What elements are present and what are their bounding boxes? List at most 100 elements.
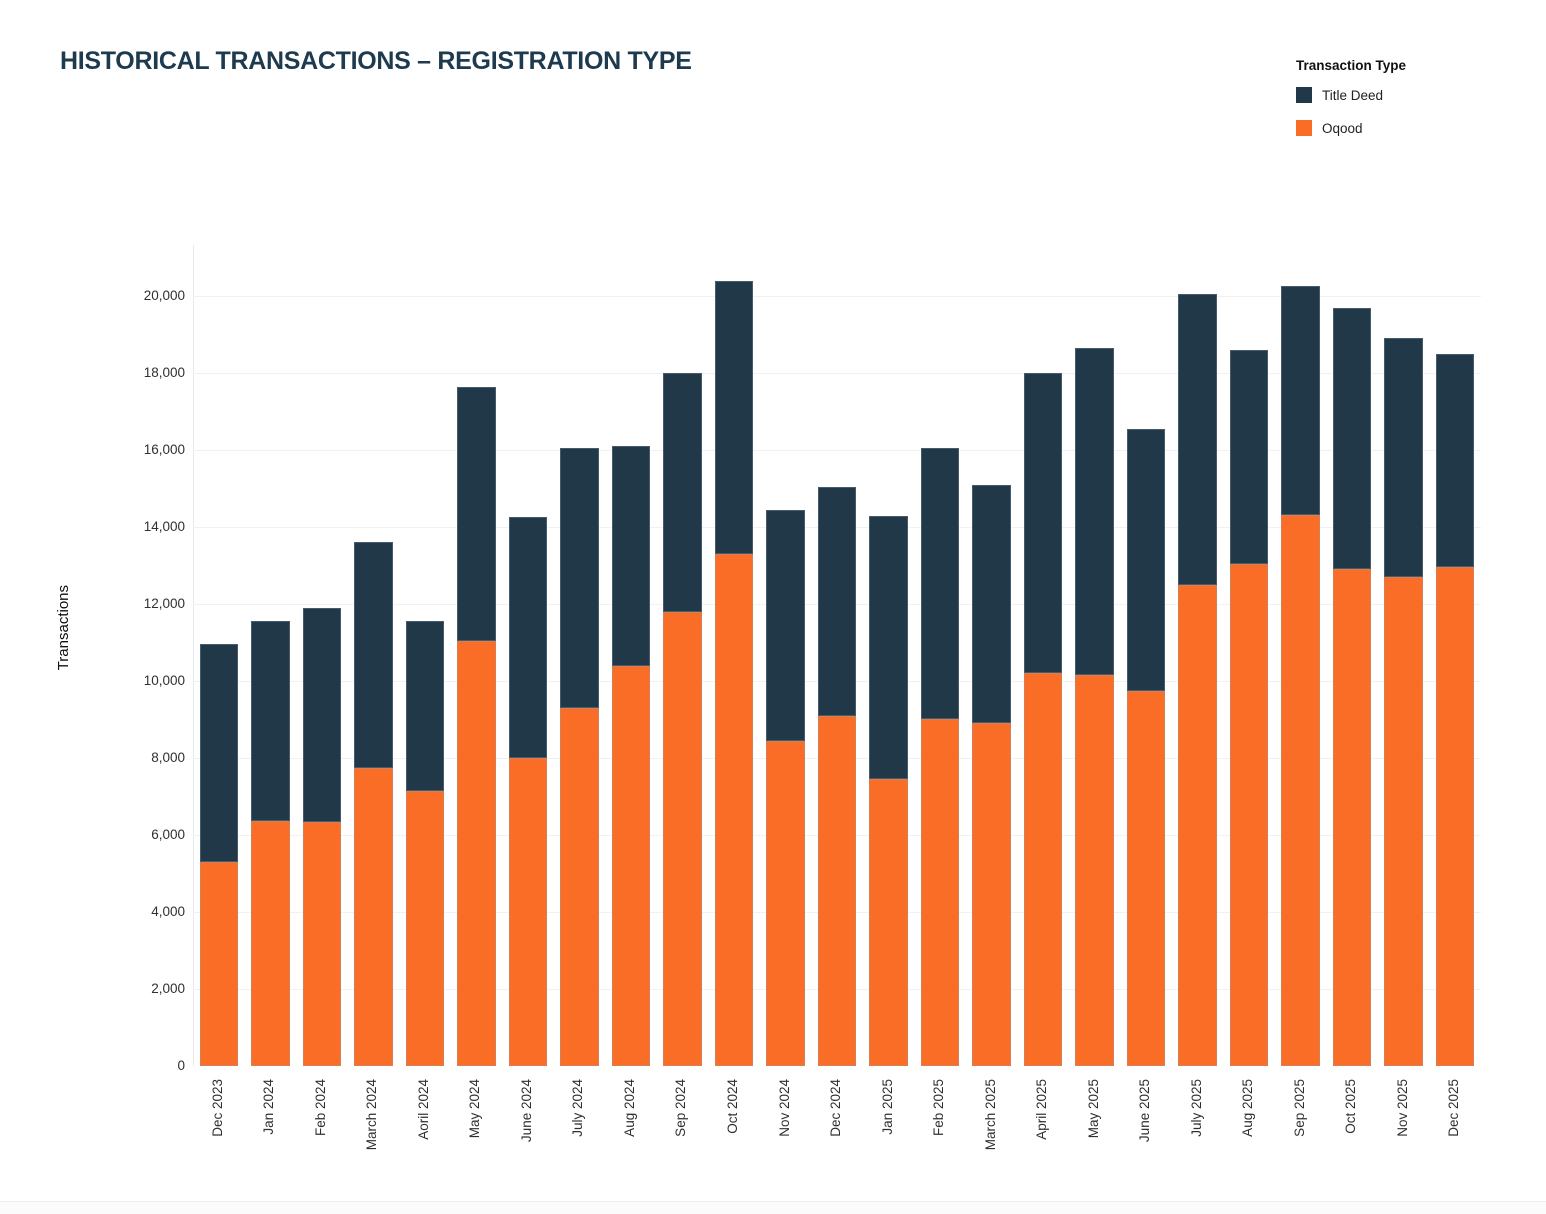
bar-march-2025[interactable] [972, 484, 1011, 1066]
legend-item-oqood[interactable]: Oqood [1296, 120, 1526, 136]
bar-segment-oqood[interactable] [1435, 567, 1475, 1067]
bar-segment-title-deed[interactable] [1126, 428, 1166, 691]
bar-segment-title-deed[interactable] [817, 486, 857, 716]
bar-aug-2024[interactable] [611, 446, 651, 1066]
bar-segment-oqood[interactable] [1332, 569, 1372, 1066]
bar-segment-oqood[interactable] [611, 665, 651, 1066]
x-tick-label: July 2024 [570, 1079, 586, 1137]
x-tick-label: Sep 2025 [1291, 1079, 1307, 1137]
bar-segment-oqood[interactable] [920, 719, 960, 1066]
bar-segment-oqood[interactable] [869, 779, 908, 1066]
bar-segment-title-deed[interactable] [920, 448, 960, 720]
bar-segment-oqood[interactable] [302, 821, 342, 1067]
bar-feb-2024[interactable] [302, 607, 342, 1067]
x-tick-label: Nov 2024 [776, 1079, 792, 1137]
bar-segment-title-deed[interactable] [869, 515, 908, 780]
bar-sep-2024[interactable] [663, 373, 702, 1066]
legend-item-label: Oqood [1322, 120, 1363, 136]
bar-segment-oqood[interactable] [354, 767, 393, 1066]
y-tick-label: 10,000 [143, 673, 185, 688]
bar-jan-2024[interactable] [251, 621, 290, 1066]
bar-april-2025[interactable] [1023, 373, 1063, 1066]
bar-segment-oqood[interactable] [251, 821, 290, 1066]
x-tick-label: April 2025 [1034, 1079, 1050, 1140]
bar-segment-title-deed[interactable] [302, 607, 342, 822]
x-tick-label: Oct 2025 [1343, 1079, 1359, 1134]
x-tick-label: July 2025 [1188, 1079, 1204, 1137]
bar-june-2024[interactable] [508, 517, 548, 1066]
bar-segment-oqood[interactable] [817, 715, 857, 1067]
x-tick-label: Sep 2024 [673, 1079, 689, 1137]
bar-segment-oqood[interactable] [714, 553, 754, 1066]
bar-segment-title-deed[interactable] [457, 386, 496, 641]
chart-title: HISTORICAL TRANSACTIONS – REGISTRATION T… [60, 47, 692, 75]
x-tick-label: Dec 2023 [209, 1079, 225, 1137]
x-tick-label: Jan 2024 [261, 1079, 277, 1135]
x-tick-label: Nov 2025 [1394, 1079, 1410, 1137]
bar-segment-oqood[interactable] [1281, 515, 1320, 1066]
bar-segment-oqood[interactable] [405, 790, 445, 1066]
bar-segment-title-deed[interactable] [663, 373, 702, 612]
bar-segment-title-deed[interactable] [1384, 338, 1423, 578]
bar-segment-oqood[interactable] [1384, 577, 1423, 1066]
bar-aug-2025[interactable] [1229, 349, 1269, 1066]
bar-oct-2024[interactable] [714, 280, 754, 1066]
bar-segment-title-deed[interactable] [354, 542, 393, 768]
bar-segment-oqood[interactable] [1023, 673, 1063, 1066]
bar-segment-oqood[interactable] [766, 740, 805, 1066]
y-tick-label: 16,000 [143, 442, 185, 457]
bar-segment-title-deed[interactable] [972, 484, 1011, 724]
legend: Transaction Type Title Deed Oqood [1296, 58, 1526, 153]
bar-segment-title-deed[interactable] [1178, 294, 1217, 585]
bar-segment-title-deed[interactable] [611, 446, 651, 666]
y-tick-label: 18,000 [143, 365, 185, 380]
bar-segment-oqood[interactable] [508, 757, 548, 1066]
bar-feb-2025[interactable] [920, 448, 960, 1066]
bar-segment-title-deed[interactable] [199, 644, 239, 862]
bar-dec-2024[interactable] [817, 486, 857, 1067]
bar-segment-oqood[interactable] [199, 861, 239, 1066]
bar-july-2025[interactable] [1178, 294, 1217, 1067]
bar-segment-title-deed[interactable] [714, 280, 754, 554]
bar-segment-oqood[interactable] [457, 640, 496, 1066]
page-bottom-divider [0, 1201, 1546, 1202]
bar-segment-title-deed[interactable] [1435, 353, 1475, 568]
bar-segment-title-deed[interactable] [405, 621, 445, 791]
bar-segment-title-deed[interactable] [1075, 348, 1114, 676]
bar-segment-title-deed[interactable] [251, 621, 290, 822]
bar-segment-title-deed[interactable] [560, 448, 599, 708]
x-tick-label: March 2025 [982, 1079, 998, 1151]
bar-dec-2025[interactable] [1435, 353, 1475, 1067]
bar-nov-2024[interactable] [766, 509, 805, 1066]
bar-segment-title-deed[interactable] [766, 509, 805, 741]
bar-oct-2025[interactable] [1332, 307, 1372, 1067]
bar-segment-oqood[interactable] [1075, 675, 1114, 1067]
bar-segment-oqood[interactable] [972, 723, 1011, 1066]
y-tick-label: 4,000 [151, 904, 185, 919]
bar-sep-2025[interactable] [1281, 286, 1320, 1066]
bar-jan-2025[interactable] [869, 515, 908, 1067]
bar-july-2024[interactable] [560, 448, 599, 1067]
bar-segment-oqood[interactable] [1178, 584, 1217, 1067]
bar-segment-oqood[interactable] [663, 611, 702, 1066]
bar-segment-oqood[interactable] [1126, 690, 1166, 1066]
legend-swatch-icon [1296, 87, 1312, 103]
bar-segment-title-deed[interactable] [1229, 349, 1269, 564]
bar-segment-title-deed[interactable] [1023, 373, 1063, 674]
legend-item-title-deed[interactable]: Title Deed [1296, 87, 1526, 103]
bar-aoril-2024[interactable] [405, 621, 445, 1066]
bar-may-2024[interactable] [457, 386, 496, 1067]
x-tick-label: Dec 2024 [828, 1079, 843, 1137]
x-tick-label: May 2024 [467, 1079, 483, 1139]
bar-nov-2025[interactable] [1384, 338, 1423, 1066]
bar-segment-oqood[interactable] [560, 707, 599, 1067]
bar-segment-title-deed[interactable] [1332, 307, 1372, 570]
bar-may-2025[interactable] [1075, 348, 1114, 1067]
bar-march-2024[interactable] [354, 542, 393, 1066]
bar-june-2025[interactable] [1126, 428, 1166, 1066]
bar-segment-title-deed[interactable] [1281, 286, 1320, 516]
bar-dec-2023[interactable] [199, 644, 239, 1066]
x-tick-label: Feb 2024 [312, 1079, 328, 1137]
bar-segment-oqood[interactable] [1229, 563, 1269, 1066]
bar-segment-title-deed[interactable] [508, 517, 548, 758]
